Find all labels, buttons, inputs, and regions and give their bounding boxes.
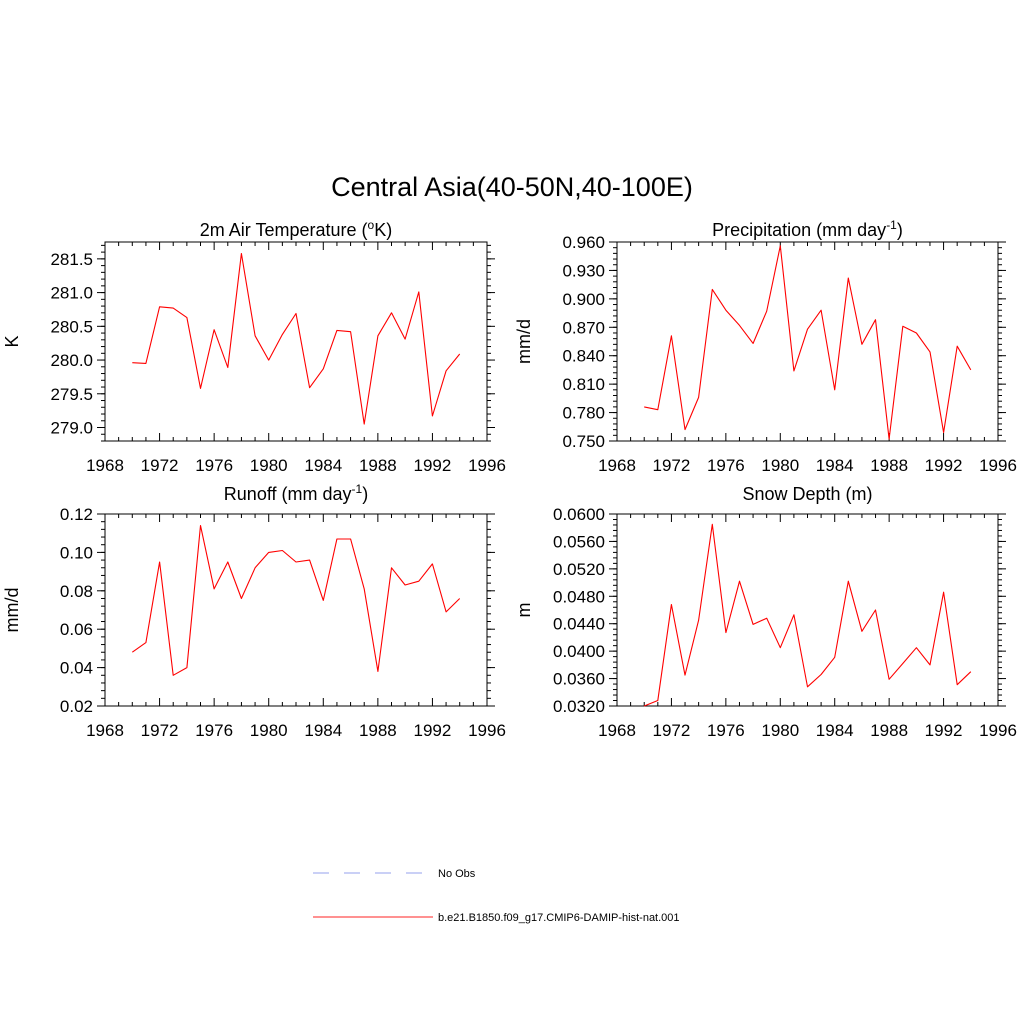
panel-title-suffix: ) bbox=[897, 220, 903, 240]
panel-title: Precipitation (mm day-1) bbox=[712, 218, 903, 240]
x-tick-label: 1996 bbox=[468, 721, 506, 740]
series-line-1 bbox=[643, 523, 972, 707]
chart-panels: 2m Air Temperature (oK)1968 1972 1976 1980 1… bbox=[2, 218, 1017, 740]
x-tick-label: 1972 bbox=[141, 456, 179, 475]
x-tick-label: 1980 bbox=[250, 721, 288, 740]
x-tick-label: 1968 bbox=[86, 721, 124, 740]
panel-title: Snow Depth (m) bbox=[742, 484, 872, 504]
y-tick-label: 280.0 bbox=[50, 351, 93, 370]
y-tick-label: 0.870 bbox=[562, 318, 605, 337]
x-tick-label: 1992 bbox=[925, 456, 963, 475]
y-tick-label: 281.0 bbox=[50, 284, 93, 303]
x-tick-label: 1984 bbox=[304, 721, 342, 740]
legend-label-1: No Obs bbox=[438, 868, 476, 880]
y-tick-label: 0.0400 bbox=[553, 642, 605, 661]
panel-title-superscript: -1 bbox=[352, 482, 363, 496]
y-tick-label: 0.930 bbox=[562, 261, 605, 280]
chart-panel-4: Snow Depth (m) 1968 1972 1976 1980 1984 1988 19… bbox=[514, 484, 1017, 740]
panel-title-main: Precipitation (mm day bbox=[712, 220, 886, 240]
x-tick-label: 1984 bbox=[816, 456, 854, 475]
plot-frame bbox=[616, 513, 999, 707]
x-tick-label: 1984 bbox=[304, 456, 342, 475]
y-tick-label: 0.0600 bbox=[553, 505, 605, 524]
y-tick-label: 0.900 bbox=[562, 290, 605, 309]
y-tick-label: 279.5 bbox=[50, 385, 93, 404]
y-tick-label: 0.0320 bbox=[553, 697, 605, 716]
y-tick-label: 0.10 bbox=[60, 543, 93, 562]
series-line-1 bbox=[132, 252, 461, 425]
x-tick-label: 1972 bbox=[653, 721, 691, 740]
x-tick-label: 1968 bbox=[86, 456, 124, 475]
x-tick-label: 1976 bbox=[195, 721, 233, 740]
panel-title-superscript: o bbox=[368, 218, 375, 232]
x-tick-label: 1992 bbox=[414, 456, 452, 475]
y-tick-label: 0.750 bbox=[562, 432, 605, 451]
x-tick-label: 1980 bbox=[761, 721, 799, 740]
x-tick-label: 1980 bbox=[761, 456, 799, 475]
y-tick-label: 0.0520 bbox=[553, 560, 605, 579]
panel-title-suffix: ) bbox=[362, 484, 368, 504]
plot-frame bbox=[104, 513, 488, 707]
y-axis-label: K bbox=[2, 335, 22, 347]
y-tick-label: 279.0 bbox=[50, 419, 93, 438]
series-line-1 bbox=[131, 524, 461, 676]
panel-title-suffix: K) bbox=[374, 220, 392, 240]
plot-frame bbox=[104, 241, 488, 442]
panel-title: 2m Air Temperature (oK) bbox=[200, 218, 392, 240]
x-tick-label: 1992 bbox=[414, 721, 452, 740]
y-tick-label: 0.0440 bbox=[553, 615, 605, 634]
y-tick-label: 0.12 bbox=[60, 505, 93, 524]
y-axis-label: mm/d bbox=[2, 588, 22, 633]
y-tick-label: 0.06 bbox=[60, 620, 93, 639]
y-tick-label: 0.0560 bbox=[553, 532, 605, 551]
x-tick-label: 1988 bbox=[870, 721, 908, 740]
panel-title-superscript: -1 bbox=[886, 218, 897, 232]
x-tick-label: 1976 bbox=[195, 456, 233, 475]
x-tick-label: 1976 bbox=[707, 721, 745, 740]
panel-title-main: Runoff (mm day bbox=[224, 484, 352, 504]
y-tick-label: 0.780 bbox=[562, 404, 605, 423]
figure-title: Central Asia(40-50N,40-100E) bbox=[331, 172, 693, 202]
panel-title-main: Snow Depth (m) bbox=[742, 484, 872, 504]
x-tick-label: 1984 bbox=[816, 721, 854, 740]
x-tick-label: 1968 bbox=[598, 456, 636, 475]
y-axis-label: mm/d bbox=[514, 319, 534, 364]
x-tick-label: 1972 bbox=[653, 456, 691, 475]
series-line-1 bbox=[644, 245, 972, 440]
y-tick-label: 0.960 bbox=[562, 233, 605, 252]
y-tick-label: 0.04 bbox=[60, 659, 93, 678]
y-tick-label: 0.840 bbox=[562, 347, 605, 366]
chart-panel-3: Runoff (mm day-1) 1968 1972 1976 1980 1984 198… bbox=[2, 482, 506, 740]
chart-panel-2: Precipitation (mm day-1) 1968 1972 1976 1980… bbox=[514, 218, 1017, 475]
legend-label-2: b.e21.B1850.f09_g17.CMIP6-DAMIP-hist-nat… bbox=[438, 912, 680, 924]
x-tick-label: 1988 bbox=[359, 456, 397, 475]
panel-title: Runoff (mm day-1) bbox=[224, 482, 368, 504]
x-tick-label: 1988 bbox=[359, 721, 397, 740]
plot-frame bbox=[616, 241, 999, 442]
x-tick-label: 1996 bbox=[468, 456, 506, 475]
x-tick-label: 1988 bbox=[870, 456, 908, 475]
x-tick-label: 1968 bbox=[598, 721, 636, 740]
y-tick-label: 0.0480 bbox=[553, 587, 605, 606]
y-tick-label: 0.02 bbox=[60, 697, 93, 716]
x-tick-label: 1980 bbox=[250, 456, 288, 475]
y-tick-label: 281.5 bbox=[50, 250, 93, 269]
x-tick-label: 1976 bbox=[707, 456, 745, 475]
y-axis-label: m bbox=[514, 603, 534, 618]
y-tick-label: 280.5 bbox=[50, 317, 93, 336]
y-tick-label: 0.0360 bbox=[553, 670, 605, 689]
panel-title-main: 2m Air Temperature ( bbox=[200, 220, 368, 240]
y-tick-label: 0.08 bbox=[60, 582, 93, 601]
chart-panel-1: 2m Air Temperature (oK) 1968 1972 1976 1980 1… bbox=[2, 218, 506, 475]
x-tick-label: 1996 bbox=[979, 456, 1017, 475]
x-tick-label: 1992 bbox=[925, 721, 963, 740]
x-tick-label: 1972 bbox=[141, 721, 179, 740]
y-tick-label: 0.810 bbox=[562, 375, 605, 394]
x-tick-label: 1996 bbox=[979, 721, 1017, 740]
legend: No Obs b.e21.B1850.f09_g17.CMIP6-DAMIP-hi… bbox=[313, 868, 680, 924]
